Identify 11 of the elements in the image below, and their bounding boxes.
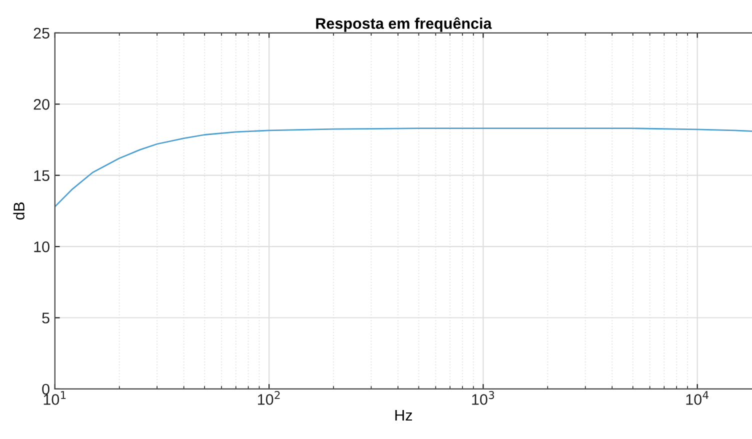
x-axis-title: Hz: [395, 410, 412, 421]
y-tick-label: 10: [34, 241, 50, 252]
x-tick-label: 10$^{3}$: [472, 390, 494, 405]
x-tick-label: 10$^{4}$: [686, 391, 708, 405]
y-tick-label: 20: [34, 99, 50, 110]
chart-title: Resposta em frequência: [316, 17, 492, 32]
y-tick-label: 25: [34, 28, 50, 39]
y-axis-title: dB: [13, 202, 24, 220]
y-tick-label: 5: [42, 312, 50, 324]
x-tick-label: 10$^{2}$: [258, 390, 280, 405]
y-tick-label: 15: [34, 170, 50, 182]
